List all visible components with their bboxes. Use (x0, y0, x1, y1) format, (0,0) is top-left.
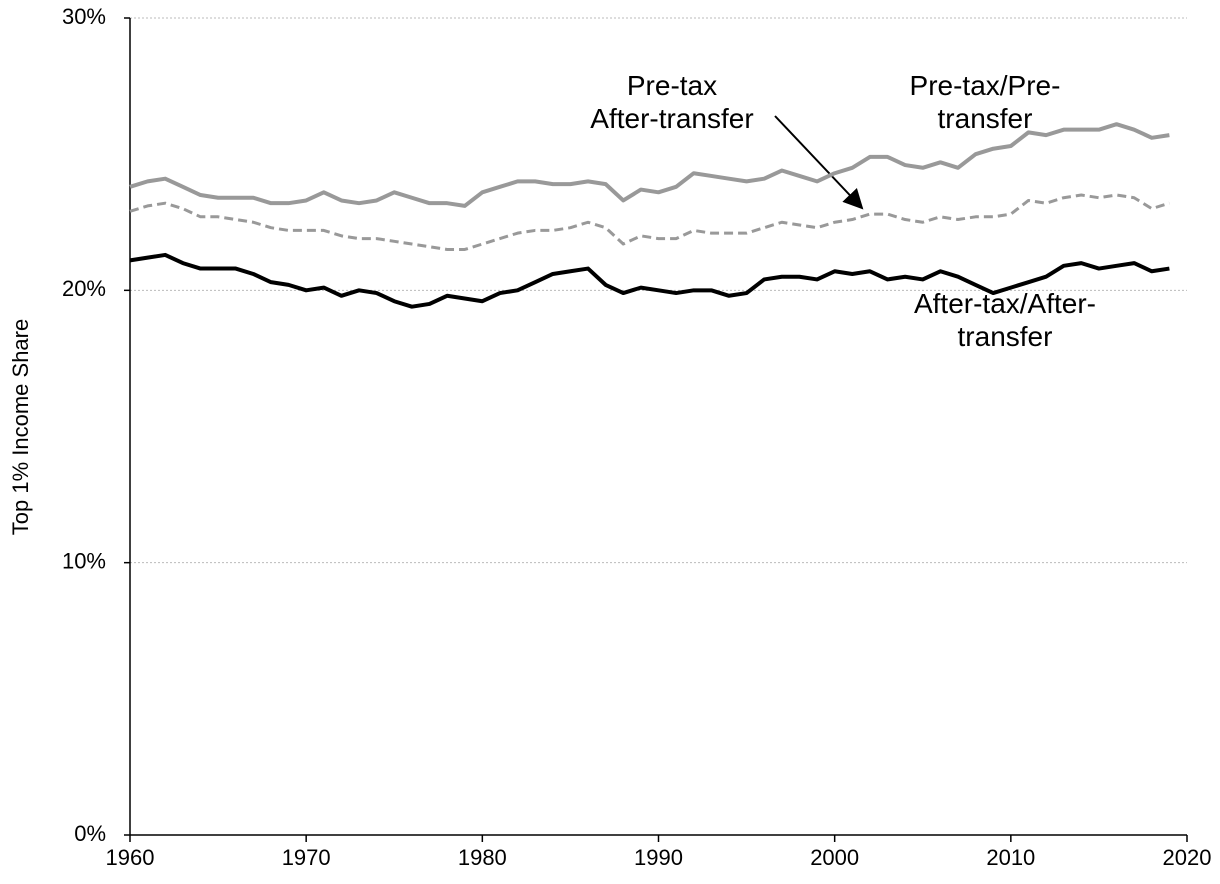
x-tick-label: 1970 (282, 845, 331, 870)
series-label: After-tax/After-transfer (913, 288, 1097, 352)
x-tick-label: 2000 (810, 845, 859, 870)
x-tick-label: 2020 (1163, 845, 1212, 870)
series-label: Pre-tax After-transfer (590, 70, 754, 134)
x-tick-label: 2010 (986, 845, 1035, 870)
y-tick-label: 20% (62, 276, 106, 301)
x-tick-label: 1990 (634, 845, 683, 870)
x-tick-label: 1960 (106, 845, 155, 870)
y-axis-label: Top 1% Income Share (8, 319, 33, 535)
y-tick-label: 0% (74, 821, 106, 846)
series-line (129, 252, 1170, 309)
x-tick-label: 1980 (458, 845, 507, 870)
y-tick-label: 30% (62, 4, 106, 29)
series-line (129, 193, 1170, 251)
series-line (129, 122, 1170, 208)
y-tick-label: 10% (62, 548, 106, 573)
series-label: Pre-tax/Pre-transfer (909, 70, 1061, 134)
annotation-arrow (774, 115, 864, 210)
